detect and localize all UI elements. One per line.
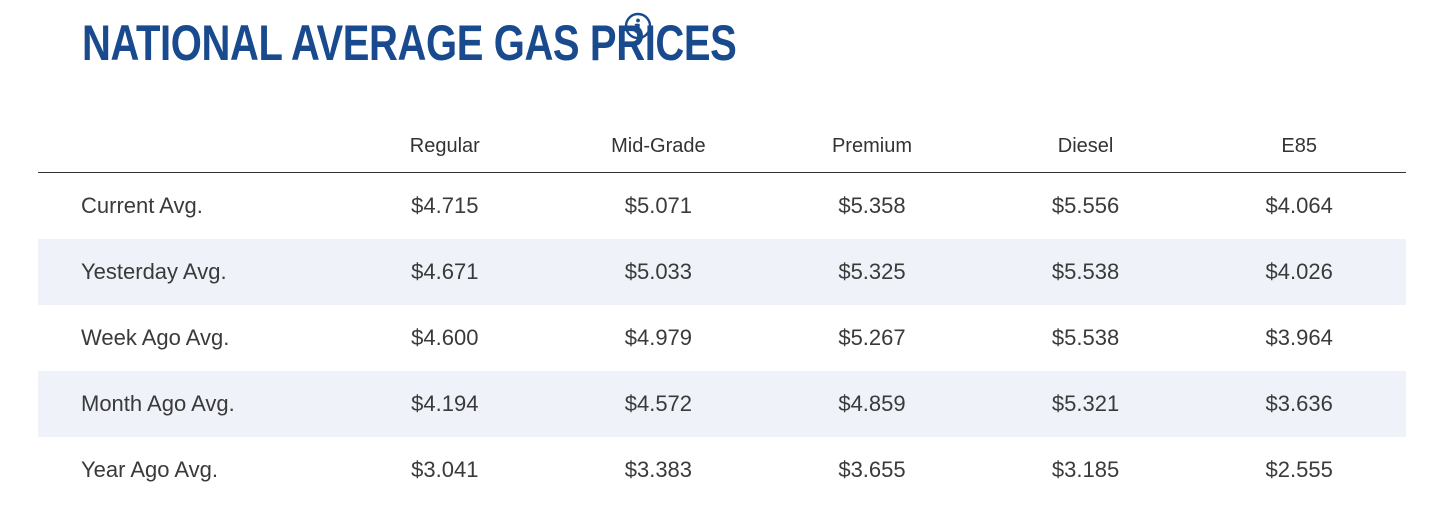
price-cell: $5.321: [978, 371, 1193, 437]
header-premium: Premium: [765, 120, 979, 173]
row-label: Current Avg.: [81, 193, 203, 218]
price-cell: $5.033: [551, 239, 766, 305]
table-row: Week Ago Avg. $4.600 $4.979 $5.267 $5.53…: [38, 305, 1406, 371]
row-label: Month Ago Avg.: [38, 371, 338, 437]
table-row: Current Avg. $4.715 $5.071 $5.358 $5.556…: [38, 173, 1406, 240]
table-header-row: Regular Mid-Grade Premium Diesel E85: [38, 120, 1406, 173]
price-cell: $5.556: [1051, 193, 1120, 218]
price-cell: $4.859: [765, 371, 979, 437]
row-label: Year Ago Avg.: [81, 457, 219, 482]
price-cell: $4.572: [551, 371, 766, 437]
page-header: NATIONAL AVERAGE GAS PRICES: [82, 10, 900, 76]
row-label: Week Ago Avg.: [81, 325, 230, 350]
price-cell: $5.267: [838, 325, 906, 350]
price-cell: $4.064: [1265, 193, 1333, 218]
price-cell: $3.383: [624, 457, 693, 482]
price-cell: $5.538: [978, 239, 1193, 305]
header-e85: E85: [1192, 120, 1406, 173]
price-cell: $5.071: [624, 193, 693, 218]
price-cell: $4.715: [411, 193, 479, 218]
price-cell: $3.041: [411, 457, 479, 482]
table-row: Year Ago Avg. $3.041 $3.383 $3.655 $3.18…: [38, 437, 1406, 503]
price-cell: $5.358: [838, 193, 906, 218]
price-cell: $4.979: [624, 325, 693, 350]
header-diesel: Diesel: [978, 120, 1193, 173]
gas-prices-table: Regular Mid-Grade Premium Diesel E85 Cur…: [38, 120, 1406, 503]
row-label: Yesterday Avg.: [38, 239, 338, 305]
price-cell: $5.538: [1051, 325, 1120, 350]
price-cell: $4.194: [338, 371, 552, 437]
header-mid-grade: Mid-Grade: [551, 120, 766, 173]
price-cell: $3.185: [1051, 457, 1120, 482]
table-row: Yesterday Avg. $4.671 $5.033 $5.325 $5.5…: [38, 239, 1406, 305]
price-cell: $4.671: [338, 239, 552, 305]
page-title: NATIONAL AVERAGE GAS PRICES: [82, 15, 737, 71]
info-icon[interactable]: [624, 12, 652, 40]
table-row: Month Ago Avg. $4.194 $4.572 $4.859 $5.3…: [38, 371, 1406, 437]
price-cell: $3.655: [838, 457, 906, 482]
price-cell: $2.555: [1265, 457, 1333, 482]
price-cell: $3.964: [1265, 325, 1333, 350]
price-cell: $3.636: [1192, 371, 1406, 437]
price-cell: $5.325: [765, 239, 979, 305]
header-cell-empty: [38, 120, 338, 173]
header-regular: Regular: [338, 120, 552, 173]
price-cell: $4.026: [1192, 239, 1406, 305]
price-cell: $4.600: [411, 325, 479, 350]
